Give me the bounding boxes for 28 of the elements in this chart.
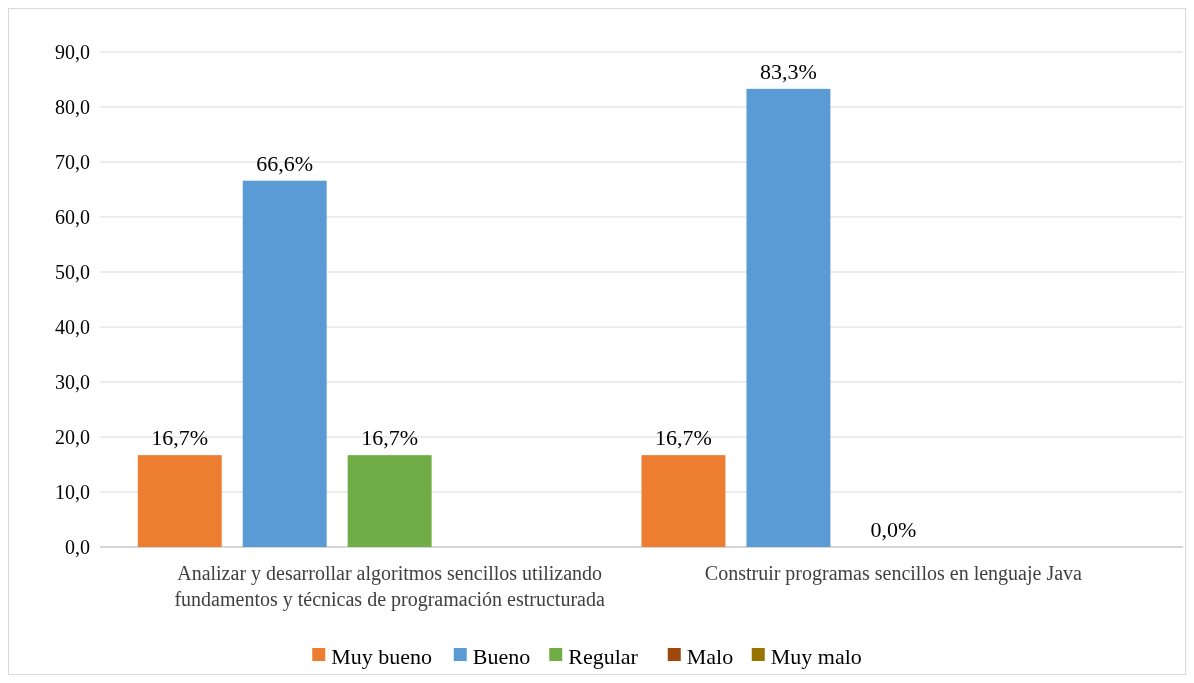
bar [137,455,222,547]
y-tick-label: 10,0 [55,481,90,503]
data-label: 0,0% [870,517,917,542]
data-label: 66,6% [256,150,314,176]
y-tick-label: 60,0 [55,206,90,228]
data-label: 16,7% [361,425,419,451]
legend-label: Malo [686,643,734,669]
bar [746,88,831,547]
data-label: 83,3% [760,58,817,84]
y-tick-label: 70,0 [55,151,90,173]
legend-label: Muy malo [770,643,862,669]
bar [641,455,726,547]
y-tick-label: 0,0 [65,536,90,558]
y-tick-label: 90,0 [55,41,90,63]
legend-label: Regular [568,643,639,669]
data-label: 16,7% [655,425,712,451]
x-tick-label: Analizar y desarrollar algoritmos sencillos utilizando fundamentos y técnicas de programación estructurada [174,562,605,611]
legend-label: Muy bueno [331,643,433,669]
x-tick-label: Construir programas sencillos en lenguaje Java [704,562,1083,585]
y-tick-label: 20,0 [55,426,90,448]
data-label: 16,7% [151,425,209,451]
y-tick-label: 80,0 [55,96,90,118]
bar [242,180,327,547]
bar [347,455,432,547]
legend-label: Bueno [472,643,531,669]
y-tick-label: 40,0 [55,316,90,338]
y-tick-label: 30,0 [55,371,90,393]
y-tick-label: 50,0 [55,261,90,283]
